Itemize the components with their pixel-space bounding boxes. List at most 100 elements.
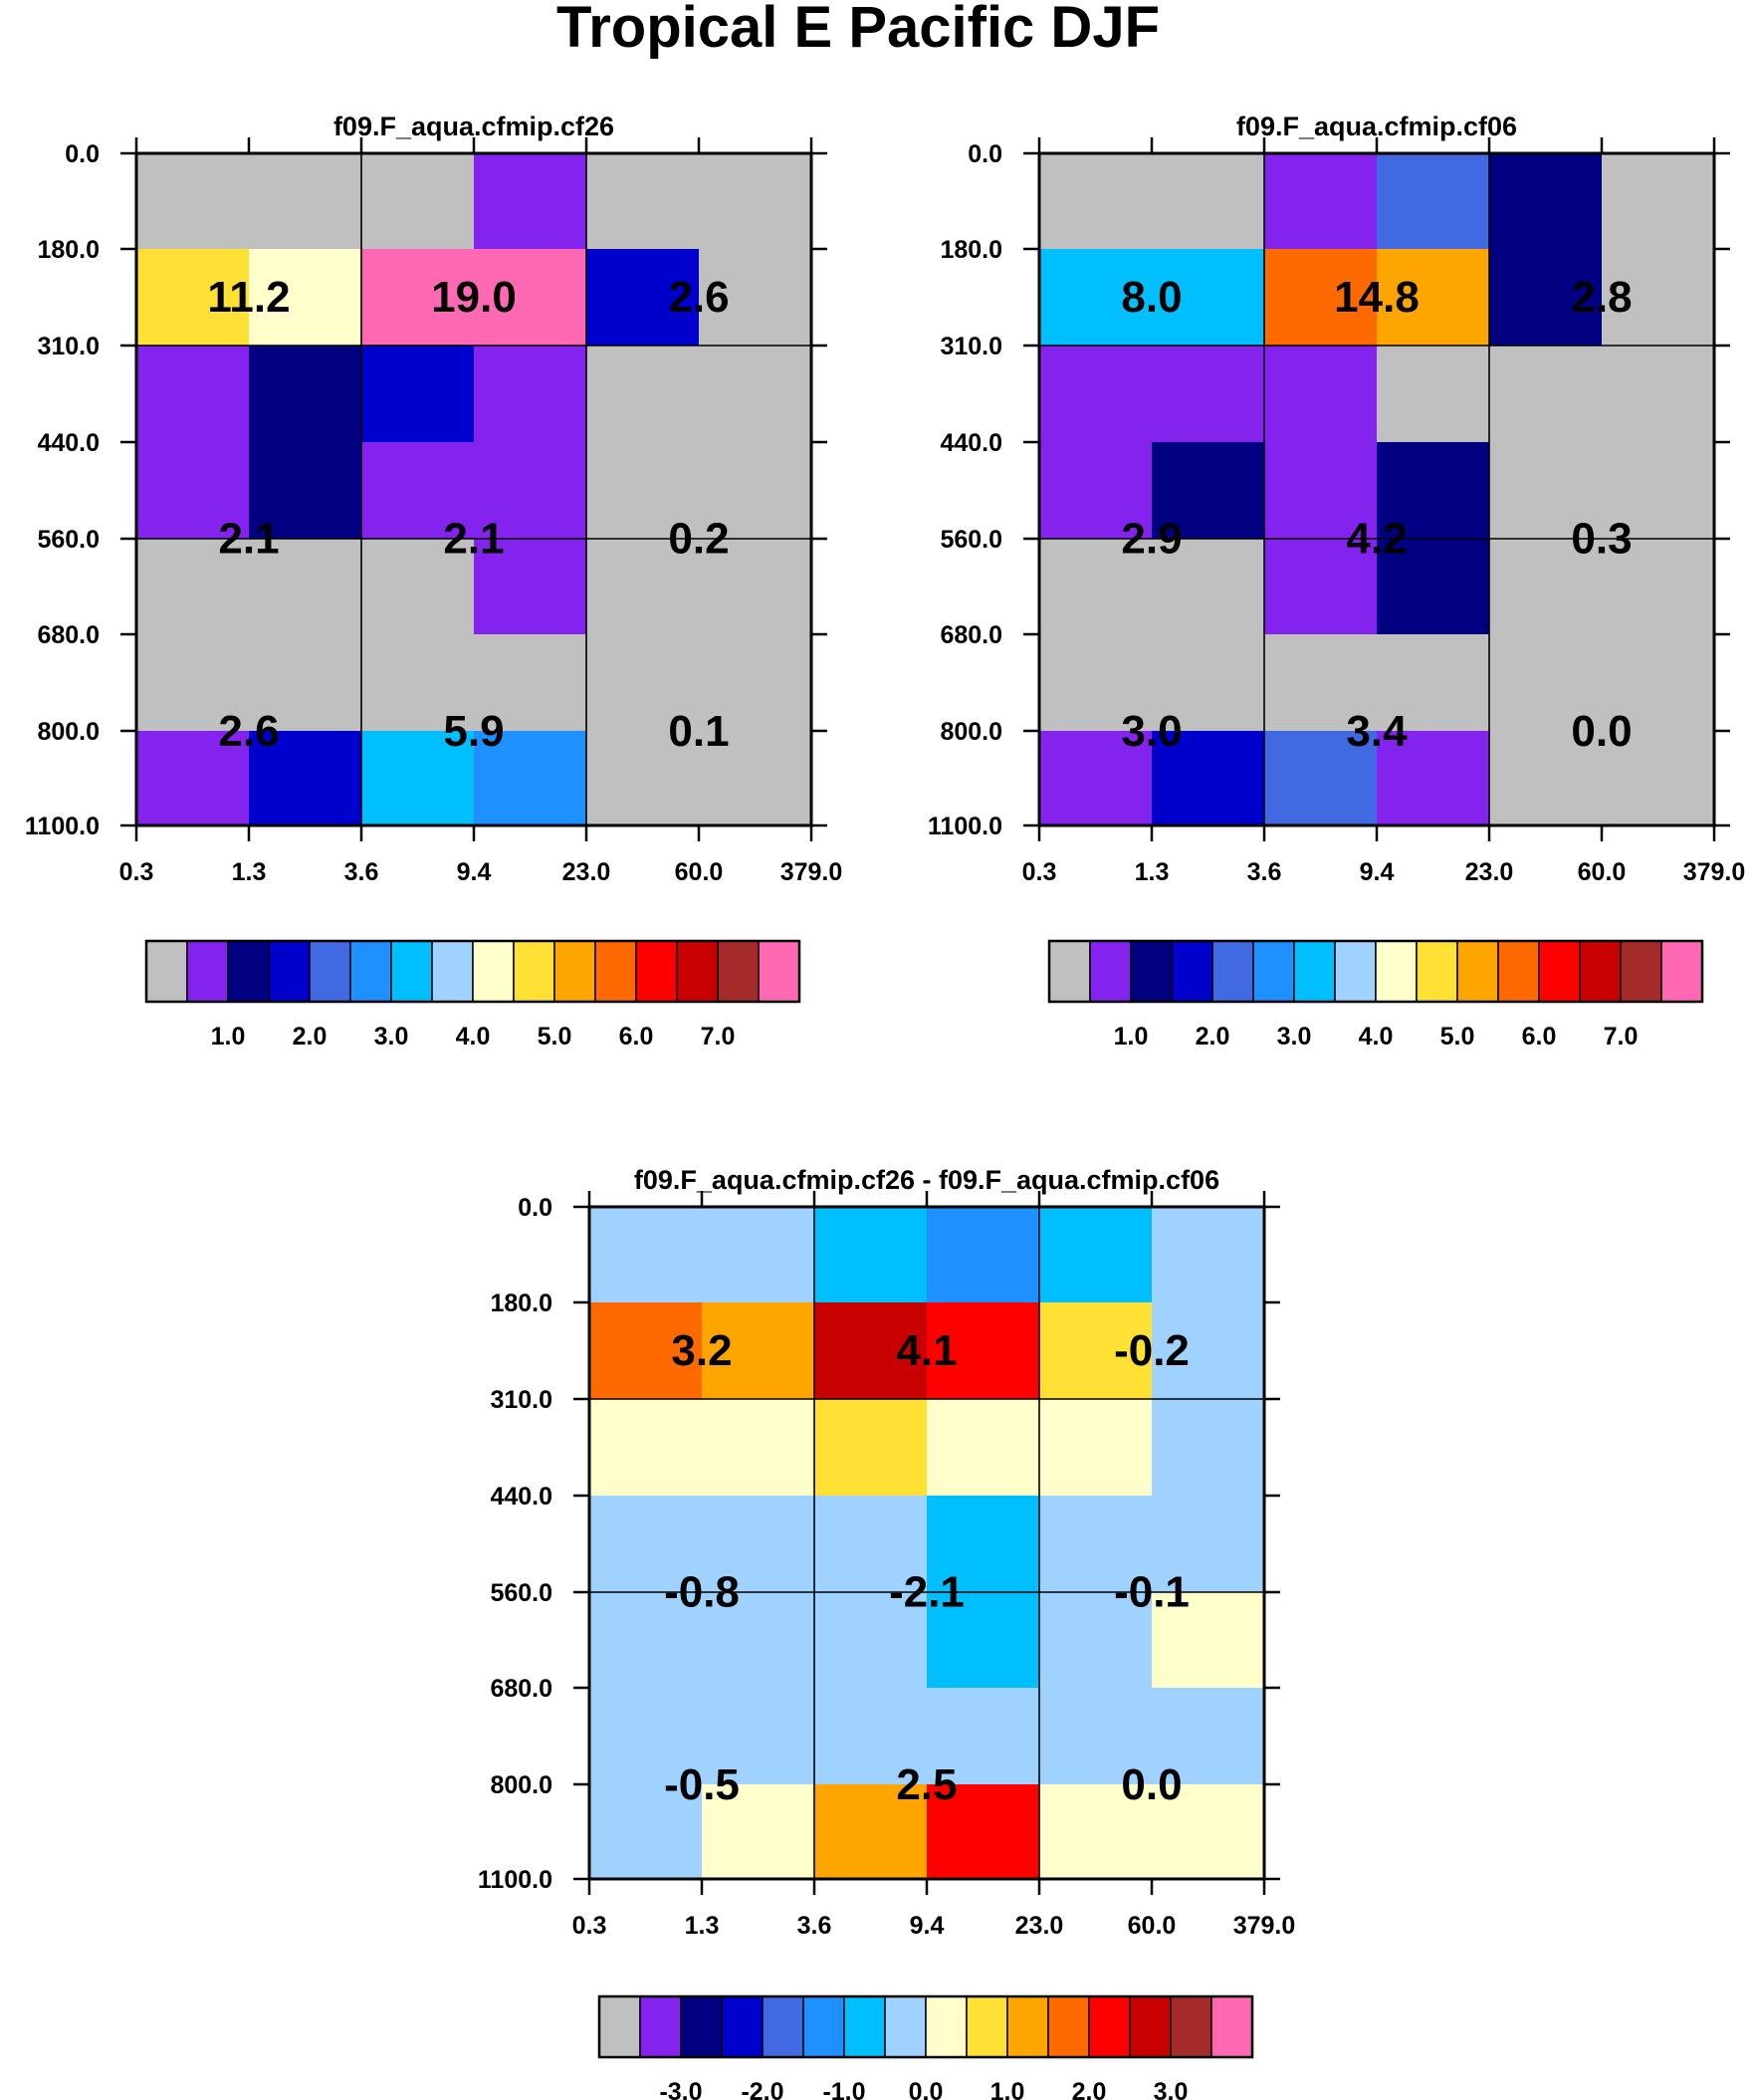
heatmap-cell xyxy=(1152,1784,1265,1880)
colorbar-label: 3.0 xyxy=(1154,2078,1189,2100)
colorbar-swatch xyxy=(145,940,188,1003)
x-tick-label: 0.3 xyxy=(119,858,154,886)
heatmap-cell xyxy=(361,731,475,826)
panel-cf26: f09.F_aqua.cfmip.cf26 0.0 180.0 310.0 440.0 5… xyxy=(25,112,842,1050)
heatmap-cell xyxy=(1039,1784,1153,1880)
heatmap-cell xyxy=(1152,249,1265,347)
x-tick-label: 23.0 xyxy=(1015,1912,1064,1940)
colorbar-frame xyxy=(597,1994,1254,2059)
colorbar-swatch xyxy=(1170,1995,1212,2058)
group-value-label: 2.1 xyxy=(218,515,279,564)
y-tick-label: 180.0 xyxy=(940,236,1002,264)
colorbar-swatch xyxy=(1334,940,1377,1003)
heatmap-cell xyxy=(136,442,250,540)
main-title: Tropical E Pacific DJF xyxy=(556,0,1160,60)
colorbar-label: -1.0 xyxy=(822,2078,865,2100)
x-tick-label: 60.0 xyxy=(675,858,724,886)
group-value-label: 2.9 xyxy=(1121,515,1182,564)
y-tick-label: 440.0 xyxy=(490,1483,552,1511)
group-value-label: 8.0 xyxy=(1121,273,1182,322)
colorbar-swatch xyxy=(1497,940,1540,1003)
heatmap-cell xyxy=(1152,1496,1265,1593)
heatmap-cell xyxy=(927,1688,1040,1785)
colorbar-label: 3.0 xyxy=(1277,1023,1312,1050)
panel-title: f09.F_aqua.cfmip.cf26 - f09.F_aqua.cfmip… xyxy=(634,1165,1219,1195)
heatmap-cell xyxy=(586,153,700,250)
colorbar-swatch xyxy=(721,1995,764,2058)
heatmap-cell xyxy=(589,1784,703,1880)
heatmap-cell xyxy=(1152,1207,1265,1303)
colorbar-label: 2.0 xyxy=(293,1023,328,1050)
heatmap-cell xyxy=(699,153,812,250)
heatmap-cell xyxy=(361,539,475,635)
heatmap-cell xyxy=(1039,1399,1153,1497)
y-tick-label: 440.0 xyxy=(940,429,1002,457)
colorbar-swatch xyxy=(676,940,719,1003)
colorbar-swatch xyxy=(553,940,596,1003)
x-tick-label: 379.0 xyxy=(1683,858,1746,886)
group-value-label: 0.0 xyxy=(1121,1760,1182,1809)
group-value-label: 0.1 xyxy=(668,707,729,756)
x-tick-label: 3.6 xyxy=(1247,858,1282,886)
heatmap-cell xyxy=(702,1496,815,1593)
heatmap-cell xyxy=(249,731,362,826)
colorbar-label: 2.0 xyxy=(1072,2078,1107,2100)
heatmap-cell xyxy=(249,346,362,443)
x-tick-label: 3.6 xyxy=(344,858,379,886)
heatmap-cell xyxy=(1039,731,1153,826)
y-tick-label: 800.0 xyxy=(490,1771,552,1799)
group-value-label: -0.5 xyxy=(664,1760,740,1809)
heatmap-cell xyxy=(1602,539,1715,635)
heatmap-cell xyxy=(702,1302,815,1400)
group-value-label: 19.0 xyxy=(431,273,517,322)
heatmap-cell xyxy=(586,731,700,826)
colorbar-swatch xyxy=(1211,940,1254,1003)
group-value-label: 11.2 xyxy=(207,273,290,322)
heatmap-cell xyxy=(699,249,812,347)
heatmap-cell xyxy=(1039,346,1153,443)
group-value-label: 2.6 xyxy=(218,707,279,756)
heatmap-cell xyxy=(814,1496,928,1593)
heatmap-cell xyxy=(474,442,587,540)
heatmap-cell xyxy=(1039,153,1153,250)
heatmap-cell xyxy=(1264,731,1378,826)
heatmap-cell xyxy=(361,346,475,443)
heatmap-cell xyxy=(1152,442,1265,540)
heatmap-cell xyxy=(814,1399,928,1497)
heatmap-cell xyxy=(699,442,812,540)
y-tick-label: 440.0 xyxy=(37,429,100,457)
heatmap-cell xyxy=(1489,346,1603,443)
colorbar-swatch xyxy=(186,940,229,1003)
group-value-label: -0.8 xyxy=(664,1568,740,1617)
x-tick-label: 379.0 xyxy=(1233,1912,1296,1940)
colorbar-label: 1.0 xyxy=(1114,1023,1149,1050)
group-value-label: 2.1 xyxy=(443,515,504,564)
heatmap-cell xyxy=(1377,153,1490,250)
heatmap-cell xyxy=(1264,442,1378,540)
heatmap-cell xyxy=(699,634,812,732)
heatmap-cell xyxy=(699,731,812,826)
colorbar-label: 3.0 xyxy=(374,1023,409,1050)
heatmap-cell xyxy=(136,731,250,826)
heatmap-cell xyxy=(589,1592,703,1689)
colorbar-swatch xyxy=(1171,940,1213,1003)
colorbar-swatch xyxy=(966,1995,1008,2058)
colorbar-swatch xyxy=(513,940,555,1003)
heatmap-cell xyxy=(927,1399,1040,1497)
colorbar-swatch xyxy=(1660,940,1703,1003)
heatmap-cell xyxy=(474,634,587,732)
heatmap-cell xyxy=(586,539,700,635)
panel-difference: f09.F_aqua.cfmip.cf26 - f09.F_aqua.cfmip… xyxy=(478,1165,1295,2100)
heatmap-cell xyxy=(699,539,812,635)
heatmap-cell xyxy=(589,1399,703,1497)
heatmap-cell xyxy=(474,539,587,635)
heatmap-cell xyxy=(1039,442,1153,540)
group-value-label: 5.9 xyxy=(443,707,504,756)
heatmap-cell xyxy=(1264,539,1378,635)
heatmap-cell xyxy=(1152,539,1265,635)
y-tick-label: 680.0 xyxy=(37,621,100,649)
heatmap-cell xyxy=(249,249,362,347)
group-value-label: 4.2 xyxy=(1346,515,1407,564)
colorbar-swatch xyxy=(227,940,270,1003)
